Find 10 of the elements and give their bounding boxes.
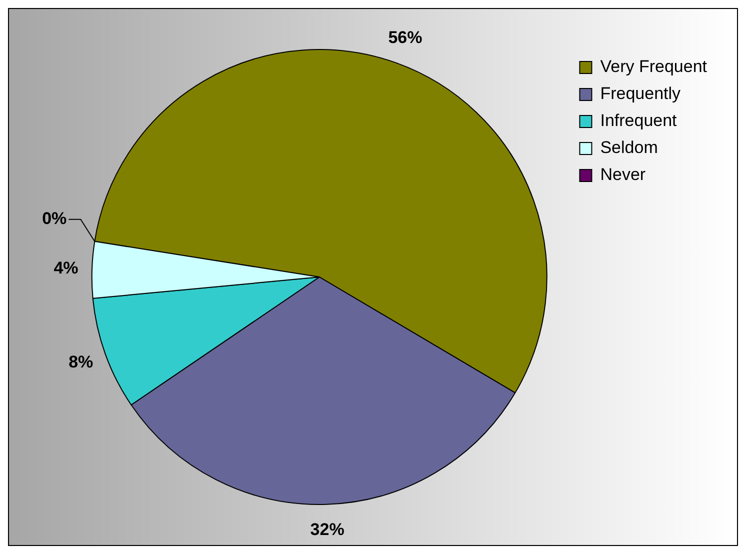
legend-label: Infrequent <box>600 111 678 130</box>
data-label: 32% <box>310 520 344 540</box>
data-label: 4% <box>54 258 78 278</box>
legend-label: Very Frequent <box>600 57 708 76</box>
legend-label: Seldom <box>600 138 658 158</box>
text: 0% <box>42 209 67 228</box>
data-label: 56% <box>388 28 422 48</box>
data-label: 8% <box>68 352 94 372</box>
legend-label: Never <box>600 165 646 184</box>
legend-label: Frequently <box>600 84 682 104</box>
